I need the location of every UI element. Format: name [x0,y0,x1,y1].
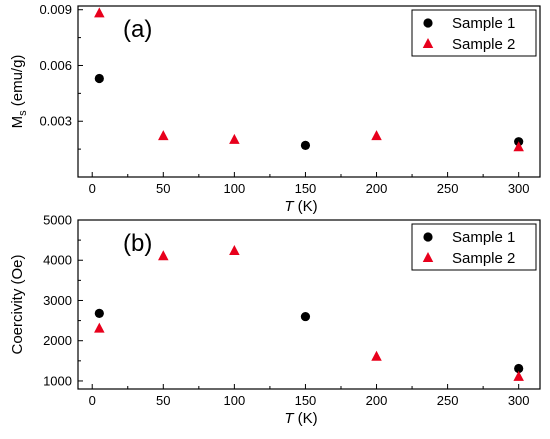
x-tick-label: 300 [508,181,530,196]
x-tick-label: 300 [508,393,530,408]
series-1 [94,308,524,374]
y-tick-label: 0.006 [39,58,72,73]
x-axis-label: T (K) [284,410,317,427]
legend-entry-label: Sample 2 [452,250,515,267]
y-tick-label: 3000 [43,293,72,308]
panel-label: (a) [123,16,152,43]
y-tick-label: 0.009 [39,2,72,17]
data-point-triangle [229,244,240,255]
data-point-triangle [94,322,105,333]
data-point-triangle [371,130,382,141]
x-tick-label: 200 [366,393,388,408]
y-tick-label: 2000 [43,333,72,348]
x-tick-label: 0 [89,393,96,408]
data-point-circle [514,363,524,374]
legend-entry-label: Sample 1 [452,229,515,246]
x-tick-label: 0 [89,181,96,196]
legend-box [411,223,537,271]
data-point-triangle [158,250,169,261]
x-tick-label: 150 [295,181,317,196]
legend-marker-triangle [422,252,434,262]
y-tick-label: 4000 [43,253,72,268]
data-point-circle [94,308,104,318]
legend-box [411,9,537,57]
y-axis-label-main: Coercivity [9,288,26,354]
y-axis-label-main: M [9,116,26,129]
x-tick-label: 100 [224,181,246,196]
x-tick-label: 50 [156,181,170,196]
plot-frame [77,219,541,390]
legend-entry-label: Sample 1 [452,15,515,32]
data-point-circle [300,311,311,322]
data-point-triangle [229,133,240,144]
series-2 [94,7,524,152]
y-axis-label-sub: s [17,110,29,116]
x-tick-label: 250 [437,393,459,408]
x-tick-label: 50 [156,393,170,408]
panel-b: 0 50 100 150 200 250 300 1000 2000 3000 4000 5000 T … [9,213,541,427]
data-point-triangle [513,370,524,381]
x-axis-label-unit: (K) [294,198,318,215]
legend-marker-circle [423,18,433,28]
legend: Sample 1 Sample 2 [411,9,537,57]
x-axis-label-var: T [284,410,295,427]
x-axis-label: T (K) [284,198,317,215]
data-point-circle [300,140,311,151]
y-tick-label: 0.003 [39,114,72,129]
data-point-triangle [94,7,105,18]
legend-marker-triangle [422,38,434,48]
legend: Sample 1 Sample 2 [411,223,537,271]
y-tick-label: 1000 [43,373,72,388]
data-point-triangle [158,130,169,141]
plot-frame [77,5,541,178]
y-axis-label: Coercivity (Oe) [9,254,26,354]
panel-label: (b) [123,230,152,257]
x-tick-label: 250 [437,181,459,196]
data-point-triangle [513,141,524,152]
x-tick-label: 200 [366,181,388,196]
series-2 [94,244,524,381]
y-axis-label-unit: (Oe) [9,254,26,288]
y-tick-label: 5000 [43,213,72,228]
data-point-triangle [371,350,382,361]
x-axis-label-unit: (K) [294,410,318,427]
x-tick-label: 100 [224,393,246,408]
y-axis-label: Ms (emu/g) [9,55,29,129]
data-point-circle [94,73,104,84]
legend-marker-circle [423,232,433,242]
y-axis-label-unit: (emu/g) [9,55,26,111]
legend-entry-label: Sample 2 [452,36,515,53]
panel-a: 0 50 100 150 200 250 300 0.003 0.006 0.009 T (K) Ms… [9,2,541,215]
x-axis-label-var: T [284,198,295,215]
x-tick-label: 150 [295,393,317,408]
